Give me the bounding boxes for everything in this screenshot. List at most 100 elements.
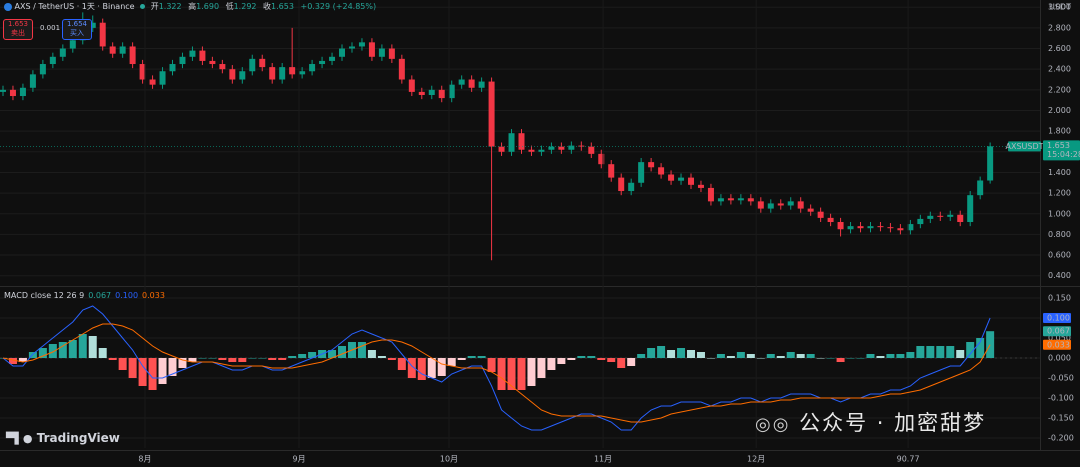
histogram-bar [407,358,416,378]
histogram-bar [58,342,67,358]
histogram-bar [696,352,705,358]
histogram-bar [497,358,506,390]
countdown: 15:04:28 [1047,150,1080,159]
candle-body [109,46,116,54]
histogram-bar [617,358,626,368]
histogram-bar [776,356,785,358]
signal-value: 0.033 [142,291,165,300]
histogram-bar [936,346,945,358]
candle-body [299,71,306,75]
candle-body [99,22,106,47]
histogram-bar [188,358,197,362]
histogram-bar [876,356,885,358]
histogram-bar [168,358,177,376]
y-tick-label: 1.000 [1048,209,1071,218]
macd-tag-bg [1043,313,1071,323]
histogram-bar [517,358,526,390]
symbol-icon [4,2,12,11]
price-tag-bg [1043,140,1080,161]
candle-body [408,79,415,92]
candle-body [598,153,605,165]
histogram-bar [427,358,436,378]
candle-body [279,67,286,80]
indicator-legend: MACD close 12 26 9 0.067 0.100 0.033 [4,291,165,300]
candle-body [727,198,734,201]
ohlc-value: 1.690 [196,2,220,11]
y-tick-label: 2.400 [1048,65,1071,74]
histogram-bar [956,350,965,358]
candle-body [309,64,316,72]
candle-body [209,60,216,65]
candle-body [0,89,6,92]
y-tick-label: 0.600 [1048,251,1071,260]
histogram-bar [557,358,566,364]
histogram-bar [886,354,895,358]
histogram-bar [48,344,57,358]
histogram-bar [447,358,456,366]
histogram-bar [18,358,27,362]
candle-body [229,69,236,80]
candle-body [139,64,146,80]
histogram-bar [687,350,696,358]
candle-body [418,91,425,95]
signal-tag-bg [1043,339,1071,350]
candle-body [977,180,984,196]
buy-button[interactable]: 1.654 买入 [62,19,92,40]
histogram-bar [308,352,317,358]
candle-body [717,198,724,202]
histogram-bar [507,358,516,390]
histogram-bar [726,356,735,358]
histogram-bar [108,358,117,360]
histogram-bar [457,358,466,360]
histogram-bar [158,358,167,384]
candle-body [319,60,326,65]
candle-body [578,145,585,147]
sell-button[interactable]: 1.653 卖出 [3,19,33,40]
candle-body [259,58,266,68]
candle-body [438,89,445,99]
candle-body [907,224,914,231]
histogram-bar [467,356,476,358]
histogram-bar [377,356,386,358]
histogram-bar [38,348,47,358]
histogram-bar [298,354,307,358]
histogram-bar [477,356,486,358]
brand-logo: ⁠▀▌● TradingView [6,431,120,445]
histogram-bar [677,348,686,358]
candle-body [378,48,385,57]
credit-text: 公众号 · 加密甜梦 [799,411,987,435]
y-tick-label: 3.000 [1048,3,1071,12]
candle-body [478,81,485,88]
histogram-bar [248,358,257,359]
y-tick-label: 2.600 [1048,44,1071,53]
y-tick-label: 2.800 [1048,23,1071,32]
histogram-bar [357,342,366,358]
candle-body [428,89,435,95]
candle-body [149,79,156,85]
histogram-bar [806,354,815,358]
candle-body [558,146,565,150]
histogram-bar [826,358,835,359]
symbol-tag-bg [1008,141,1041,152]
market-status [140,4,146,9]
candle-body [777,203,784,206]
histogram-bar [228,358,237,362]
histogram-bar [338,346,347,358]
candle-body [19,87,26,97]
candle-body [787,201,794,206]
candle-body [747,198,754,202]
candle-body [638,162,645,183]
candle-body [857,226,864,229]
y-tick-label: 1.800 [1048,127,1071,136]
histogram-bar [746,354,755,358]
y-tick-label: 0.050 [1048,334,1071,343]
candle-body [398,58,405,80]
candle-body [348,46,355,49]
histogram-bar [896,354,905,358]
symbol[interactable]: AXS / TetherUS · 1天 · Binance [14,2,135,11]
candle-body [688,177,695,185]
spread: 0.001 [40,24,61,32]
candle-body [967,195,974,223]
macd-tag: 0.100 [1047,314,1070,323]
histogram-bar [986,331,995,358]
